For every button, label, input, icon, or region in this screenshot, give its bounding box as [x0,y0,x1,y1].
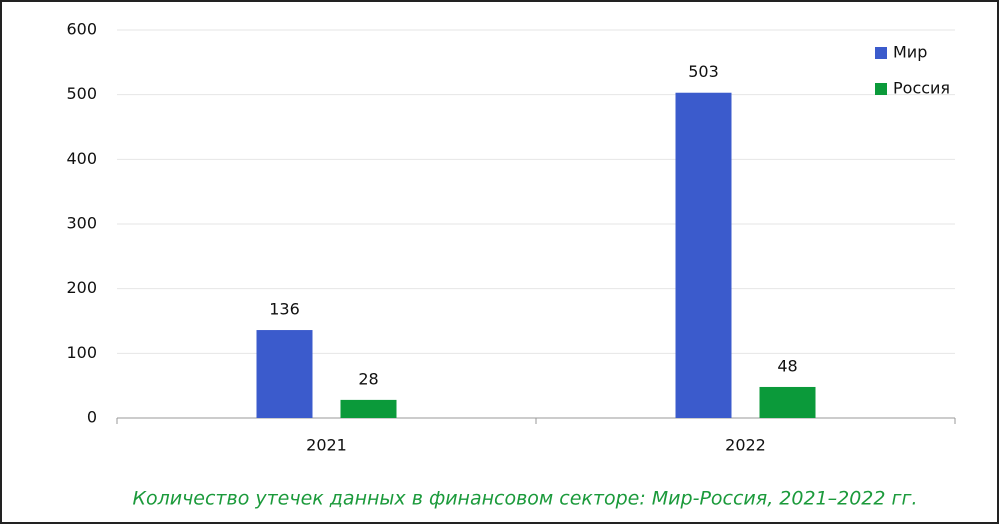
y-tick-label: 500 [66,84,97,103]
y-tick-label: 300 [66,214,97,233]
y-tick-label: 0 [87,408,97,427]
legend-swatch [875,47,887,59]
bar [759,386,816,418]
data-label: 503 [688,62,719,81]
legend-swatch [875,83,887,95]
x-tick-label: 2022 [725,436,766,455]
bar [340,399,397,418]
y-tick-label: 200 [66,278,97,297]
bar [256,330,313,418]
data-label: 48 [777,356,797,375]
y-tick-label: 100 [66,343,97,362]
y-tick-label: 400 [66,149,97,168]
chart-caption: Количество утечек данных в финансовом се… [132,488,917,510]
legend-label: Россия [893,79,950,98]
legend-label: Мир [893,43,927,62]
x-tick-label: 2021 [306,436,347,455]
data-label: 28 [358,369,378,388]
y-tick-label: 600 [66,20,97,39]
data-label: 136 [269,300,300,319]
bar [675,92,732,418]
